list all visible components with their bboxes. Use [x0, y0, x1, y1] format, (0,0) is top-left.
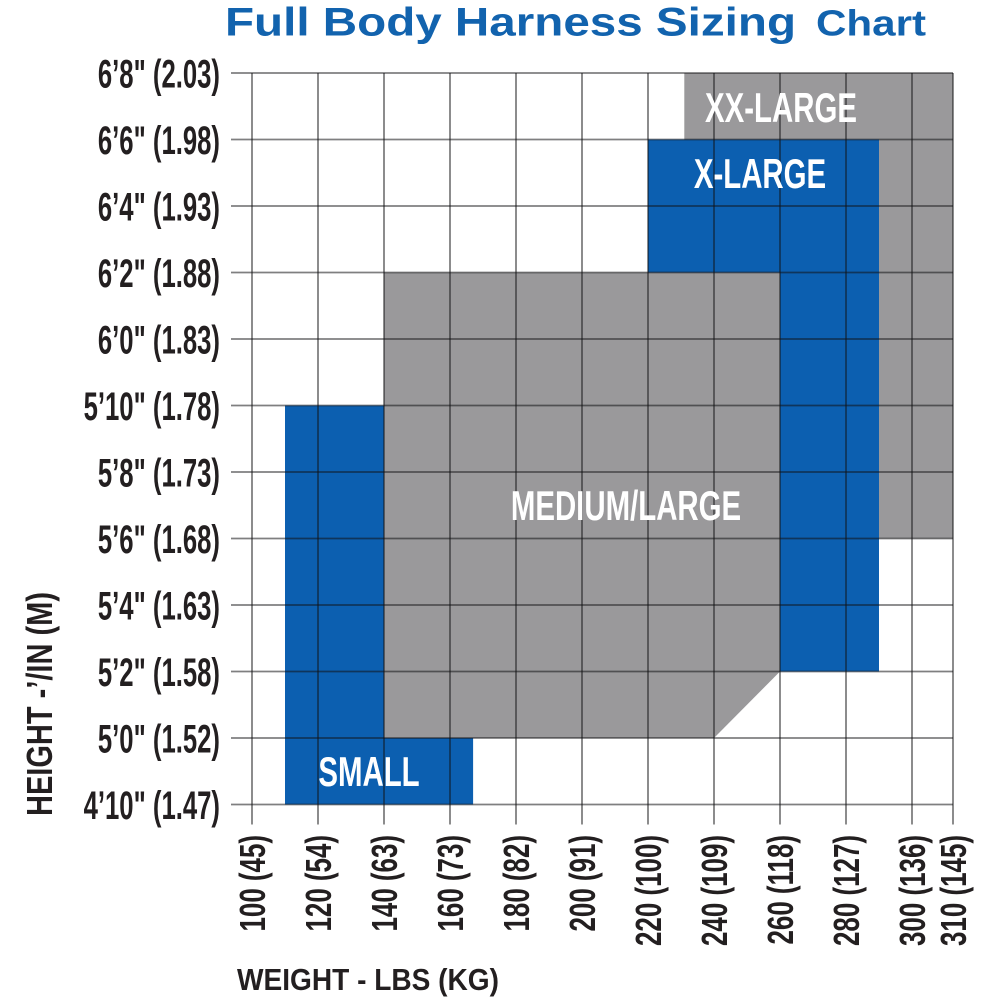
x-tick-label: 160 (73) [430, 835, 471, 932]
y-tick-label: 6’2" (1.88) [98, 252, 220, 296]
region-label-medium-large: MEDIUM/LARGE [511, 482, 741, 529]
x-tick-label: 310 (145) [933, 835, 974, 946]
size-region-labels: SMALL MEDIUM/LARGE X-LARGE XX-LARGE [318, 84, 857, 795]
y-tick-label: 5’4" (1.63) [98, 585, 220, 629]
y-tick-label: 6’0" (1.83) [98, 319, 220, 363]
y-tick-label: 6’6" (1.98) [98, 119, 220, 163]
y-tick-label: 6’4" (1.93) [98, 186, 220, 230]
x-axis-title: WEIGHT - LBS (KG) [237, 962, 499, 997]
x-tick-label: 200 (91) [562, 835, 603, 932]
y-tick-label: 5’6" (1.68) [98, 518, 220, 562]
chart-title-suffix: Chart [816, 3, 926, 44]
y-tick-label: 5’0" (1.52) [98, 718, 220, 762]
x-tick-label: 120 (54) [298, 835, 339, 932]
x-tick-label: 280 (127) [826, 835, 867, 946]
x-tick-label: 300 (136) [892, 835, 933, 946]
x-axis-tick-labels: 100 (45) 120 (54) 140 (63) 160 (73) 180 (82)… [232, 835, 974, 946]
y-tick-label: 6’8" (2.03) [98, 53, 220, 97]
x-tick-label: 180 (82) [496, 835, 537, 932]
chart-title-main: Full Body Harness Sizing [225, 1, 796, 45]
x-tick-label: 140 (63) [364, 835, 405, 932]
grid-lines [231, 72, 954, 825]
region-label-x-large: X-LARGE [694, 150, 826, 197]
region-xx-large [684, 73, 953, 539]
y-tick-label: 5’10" (1.78) [84, 385, 220, 429]
y-tick-label: 4’10" (1.47) [84, 784, 220, 828]
x-tick-label: 220 (100) [628, 835, 669, 946]
y-axis-tick-labels: 6’8" (2.03) 6’6" (1.98) 6’4" (1.93) 6’2" (1… [84, 53, 220, 829]
region-label-small: SMALL [318, 748, 419, 795]
x-tick-label: 260 (118) [760, 835, 801, 945]
y-tick-label: 5’2" (1.58) [98, 651, 220, 695]
region-label-xx-large: XX-LARGE [705, 84, 857, 131]
x-tick-label: 240 (109) [694, 835, 735, 946]
y-tick-label: 5’8" (1.73) [98, 452, 220, 496]
x-tick-label: 100 (45) [232, 835, 273, 932]
y-axis-title: HEIGHT -’/IN (M) [19, 592, 60, 816]
